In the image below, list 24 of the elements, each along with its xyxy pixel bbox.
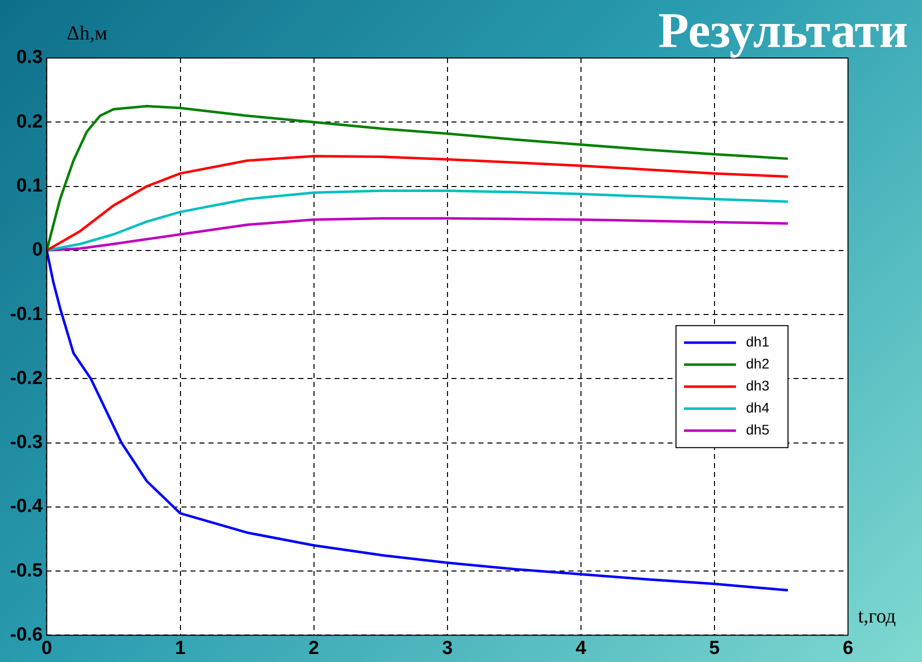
x-tick-label: 6: [842, 638, 854, 659]
x-tick-label: 4: [576, 638, 587, 659]
y-tick-label: 0: [32, 240, 43, 261]
legend-label: dh4: [746, 399, 770, 416]
legend-label: dh5: [746, 421, 770, 438]
y-tick-label: 0.2: [16, 111, 43, 132]
x-tick-label: 1: [174, 638, 186, 659]
y-tick-label: -0.2: [10, 368, 43, 389]
y-tick-label: -0.5: [10, 560, 44, 582]
y-tick-label: -0.6: [10, 624, 43, 646]
y-tick-label: -0.3: [10, 432, 43, 454]
x-tick-label: 3: [442, 638, 453, 659]
y-tick-label: -0.4: [10, 496, 44, 518]
x-tick-label: 2: [308, 638, 320, 659]
y-axis-title: Δh,м: [66, 22, 108, 44]
legend-label: dh2: [746, 355, 770, 372]
legend-label: dh1: [746, 333, 770, 350]
legend-label: dh3: [746, 377, 770, 394]
chart-title: Результати: [658, 1, 908, 60]
y-tick-label: 0.1: [16, 176, 44, 196]
x-axis-title: t,год: [858, 605, 896, 628]
y-tick-label: -0.1: [10, 304, 44, 325]
y-tick-label: 0.3: [16, 47, 43, 68]
x-tick-label: 5: [709, 638, 720, 659]
